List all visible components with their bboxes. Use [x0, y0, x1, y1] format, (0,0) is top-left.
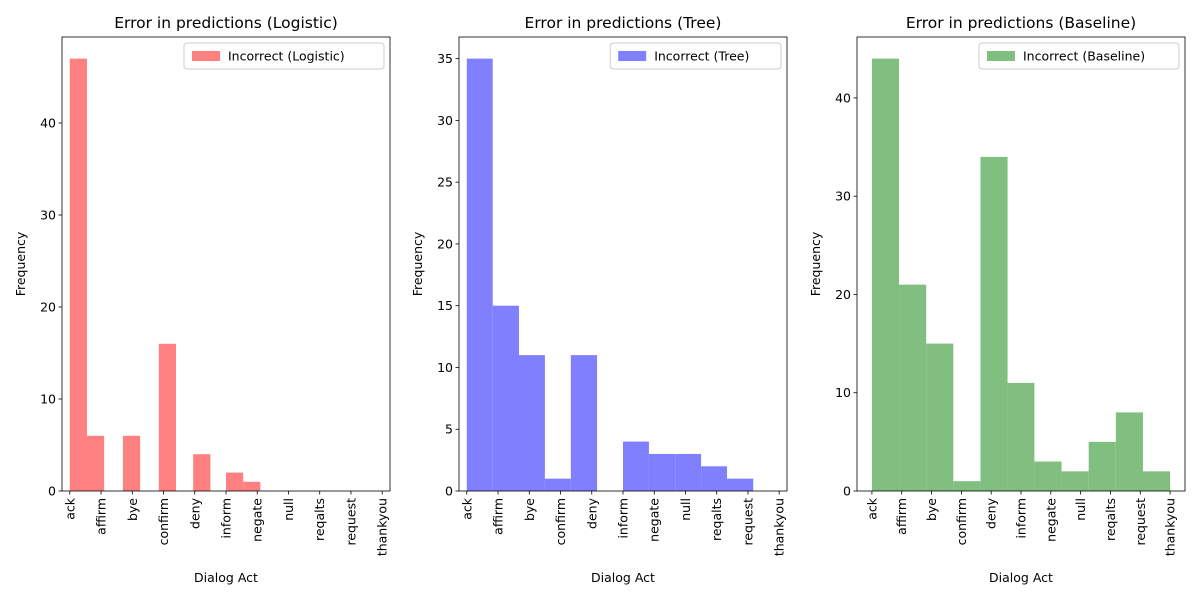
legend-swatch-0	[192, 51, 220, 61]
x-tick-label-2-6: negate	[1043, 498, 1058, 542]
bar-1-3	[544, 478, 571, 491]
y-tick-label-0-3: 30	[40, 208, 56, 223]
y-tick-label-2-1: 10	[835, 385, 851, 400]
x-tick-label-2-1: affirm	[894, 498, 909, 535]
y-tick-label-1-6: 30	[437, 113, 453, 128]
legend-swatch-2	[987, 51, 1015, 61]
chart-title-1: Error in predictions (Tree)	[525, 14, 722, 32]
x-tick-label-1-6: negate	[647, 498, 662, 542]
bar-0-3	[158, 343, 177, 491]
y-tick-label-1-7: 35	[437, 51, 453, 66]
bar-0-5	[226, 472, 244, 491]
x-tick-label-2-8: reqalts	[1103, 498, 1118, 541]
x-tick-label-0-1: affirm	[94, 498, 109, 535]
legend-label-2: Incorrect (Baseline)	[1023, 49, 1145, 64]
x-tick-label-2-10: thankyou	[1163, 498, 1178, 556]
bar-1-8	[701, 466, 728, 491]
x-tick-label-0-10: thankyou	[375, 498, 390, 556]
x-tick-label-1-3: confirm	[553, 498, 568, 545]
y-tick-label-1-4: 20	[437, 236, 453, 251]
bar-1-6	[648, 453, 676, 491]
x-tick-label-1-0: ack	[459, 497, 474, 520]
y-axis-label-0: Frequency	[13, 231, 28, 296]
x-tick-label-1-10: thankyou	[772, 498, 787, 556]
x-axis-label-0: Dialog Act	[194, 570, 258, 585]
bar-0-1	[86, 435, 105, 491]
y-tick-label-2-3: 30	[835, 189, 851, 204]
bar-2-1	[899, 284, 927, 491]
y-tick-label-0-2: 20	[40, 300, 56, 315]
y-tick-label-1-1: 5	[445, 422, 453, 437]
bar-2-6	[1034, 461, 1062, 491]
bar-1-7	[675, 453, 702, 491]
bar-2-3	[953, 481, 981, 491]
legend-box-0	[183, 42, 385, 70]
x-axis-label-2: Dialog Act	[989, 570, 1053, 585]
x-tick-label-0-6: negate	[250, 498, 265, 542]
bar-2-5	[1007, 382, 1035, 491]
x-tick-label-0-8: reqalts	[312, 498, 327, 541]
x-tick-label-0-4: deny	[187, 497, 202, 529]
x-tick-label-2-2: bye	[924, 498, 939, 521]
x-tick-label-0-2: bye	[125, 498, 140, 521]
bar-2-10	[1142, 471, 1171, 491]
bar-0-2	[122, 435, 141, 491]
y-axis-label-1: Frequency	[410, 231, 425, 296]
x-tick-label-2-4: deny	[984, 497, 999, 529]
bar-2-4	[980, 156, 1008, 491]
bar-2-7	[1061, 471, 1089, 491]
bar-1-2	[518, 355, 545, 491]
bar-2-8	[1088, 441, 1116, 491]
y-tick-label-2-2: 20	[835, 287, 851, 302]
bar-2-9	[1115, 412, 1143, 491]
chart-title-0: Error in predictions (Logistic)	[114, 14, 338, 32]
bar-1-5	[623, 441, 649, 491]
bar-0-6	[243, 481, 261, 491]
legend-label-1: Incorrect (Tree)	[654, 49, 749, 64]
legend-swatch-1	[618, 51, 647, 61]
y-tick-label-0-4: 40	[40, 116, 56, 131]
x-tick-label-1-4: deny	[584, 497, 599, 529]
axes-frame-0	[61, 36, 391, 492]
chart-title-2: Error in predictions (Baseline)	[906, 14, 1136, 32]
bar-1-0	[466, 58, 493, 491]
x-tick-label-0-3: confirm	[156, 498, 171, 545]
y-tick-label-1-3: 15	[437, 298, 453, 313]
x-tick-label-1-7: null	[678, 498, 693, 521]
x-tick-label-0-5: inform	[219, 498, 234, 539]
bar-1-9	[727, 478, 754, 491]
x-tick-label-1-2: bye	[522, 498, 537, 521]
y-axis-label-2: Frequency	[808, 231, 823, 296]
x-tick-label-1-1: affirm	[491, 498, 506, 535]
y-tick-label-2-4: 40	[835, 90, 851, 105]
bar-2-2	[926, 343, 954, 491]
bar-0-0	[69, 58, 87, 491]
legend-box-2	[978, 42, 1180, 70]
y-tick-label-0-1: 10	[40, 392, 56, 407]
y-tick-label-1-0: 0	[445, 484, 453, 499]
y-tick-label-0-0: 0	[48, 484, 56, 499]
x-tick-label-1-5: inform	[616, 498, 631, 539]
bar-1-1	[492, 305, 519, 491]
x-tick-label-2-5: inform	[1014, 498, 1029, 539]
x-tick-label-1-9: request	[740, 498, 755, 546]
y-tick-label-2-0: 0	[843, 484, 851, 499]
y-tick-label-1-2: 10	[437, 360, 453, 375]
bar-0-4	[193, 454, 211, 491]
legend-box-1	[609, 42, 782, 70]
bar-2-0	[871, 58, 900, 491]
y-tick-label-1-5: 25	[437, 175, 453, 190]
x-tick-label-2-3: confirm	[954, 498, 969, 545]
x-tick-label-0-0: ack	[62, 497, 77, 520]
x-tick-label-0-9: request	[343, 498, 358, 546]
x-tick-label-2-9: request	[1133, 498, 1148, 546]
x-tick-label-0-7: null	[281, 498, 296, 521]
bar-1-4	[570, 355, 598, 491]
x-tick-label-1-8: reqalts	[709, 498, 724, 541]
x-tick-label-2-7: null	[1073, 498, 1088, 521]
legend-label-0: Incorrect (Logistic)	[228, 49, 345, 64]
x-tick-label-2-0: ack	[864, 497, 879, 520]
x-axis-label-1: Dialog Act	[591, 570, 655, 585]
